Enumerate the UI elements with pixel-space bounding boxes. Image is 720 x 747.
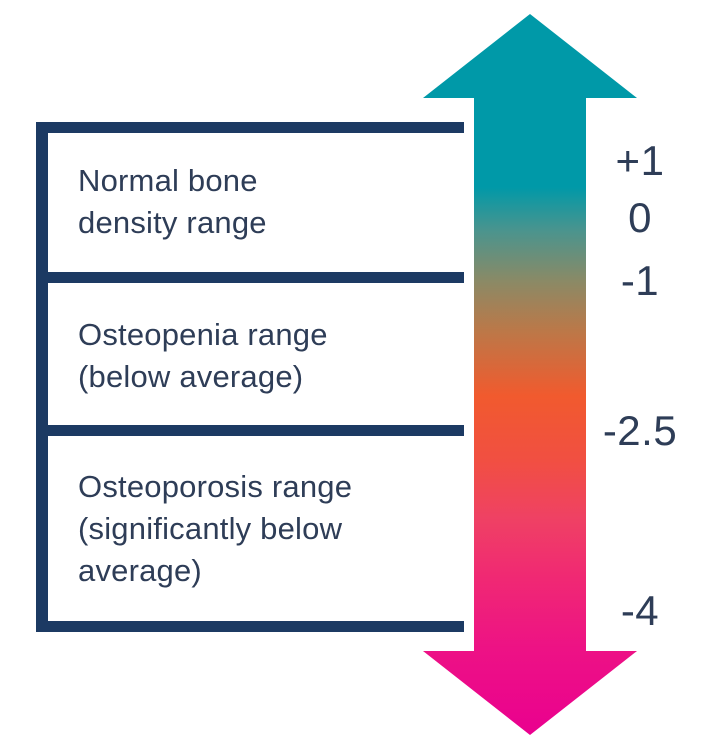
osteoporosis-range-line-2: (significantly below [78, 511, 343, 546]
bracket-divider-2 [36, 425, 464, 436]
osteopenia-range-line-1: Osteopenia range [78, 317, 328, 352]
tscore-label-zero: 0 [628, 194, 652, 241]
tscore-label-minus1: -1 [620, 257, 660, 304]
bracket-left-bar [36, 122, 48, 632]
tscore-label-minus2-5: -2.5 [602, 407, 678, 454]
osteoporosis-range-line-1: Osteoporosis range [78, 469, 353, 504]
normal-range-label: Normal bone density range [78, 160, 267, 244]
bracket-divider-1 [36, 272, 464, 283]
normal-range-line-2: density range [78, 205, 267, 240]
osteopenia-range-label: Osteopenia range (below average) [78, 314, 328, 398]
tscore-label-plus1: +1 [615, 137, 665, 184]
tscore-label-minus4: -4 [620, 587, 660, 634]
bracket-top-bar [36, 122, 464, 133]
osteopenia-range-line-2: (below average) [78, 359, 304, 394]
osteoporosis-range-label: Osteoporosis range (significantly below … [78, 466, 352, 592]
bracket-bottom-bar [36, 621, 464, 632]
normal-range-line-1: Normal bone [78, 163, 258, 198]
osteoporosis-range-line-3: average) [78, 553, 202, 588]
